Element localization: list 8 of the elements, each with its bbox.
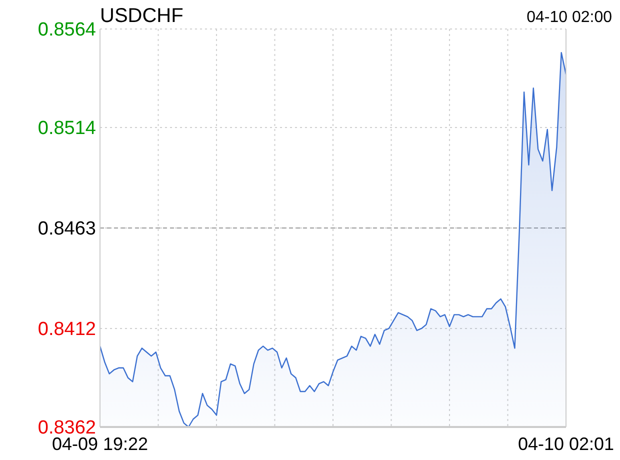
y-tick-label: 0.8564 — [38, 20, 96, 41]
y-tick-label: 0.8514 — [38, 118, 96, 140]
y-tick-label: 0.8412 — [38, 319, 96, 340]
x-tick-label: 04-10 02:01 — [518, 434, 614, 454]
x-tick-label: 04-09 19:22 — [52, 434, 148, 454]
y-tick-label: 0.8463 — [38, 218, 96, 240]
text: 04-10 02:00 — [526, 9, 612, 26]
chart-title: USDCHF — [100, 5, 184, 27]
